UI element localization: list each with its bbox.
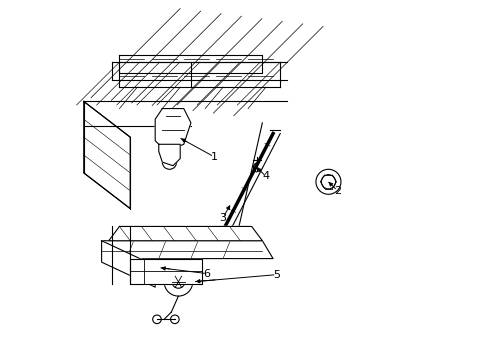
Text: 5: 5: [273, 270, 280, 280]
Polygon shape: [119, 55, 262, 73]
Polygon shape: [102, 241, 272, 258]
Text: 1: 1: [210, 152, 217, 162]
Circle shape: [170, 315, 179, 324]
Polygon shape: [83, 102, 130, 208]
Text: 3: 3: [219, 212, 226, 222]
Polygon shape: [102, 241, 155, 287]
Text: 6: 6: [203, 269, 210, 279]
Circle shape: [147, 261, 160, 274]
Text: 2: 2: [333, 186, 340, 196]
Circle shape: [152, 315, 161, 324]
Polygon shape: [155, 109, 190, 152]
Polygon shape: [108, 226, 262, 241]
Polygon shape: [130, 258, 201, 284]
Polygon shape: [159, 144, 180, 166]
Text: 4: 4: [262, 171, 269, 181]
Circle shape: [164, 267, 192, 296]
Circle shape: [315, 169, 340, 194]
